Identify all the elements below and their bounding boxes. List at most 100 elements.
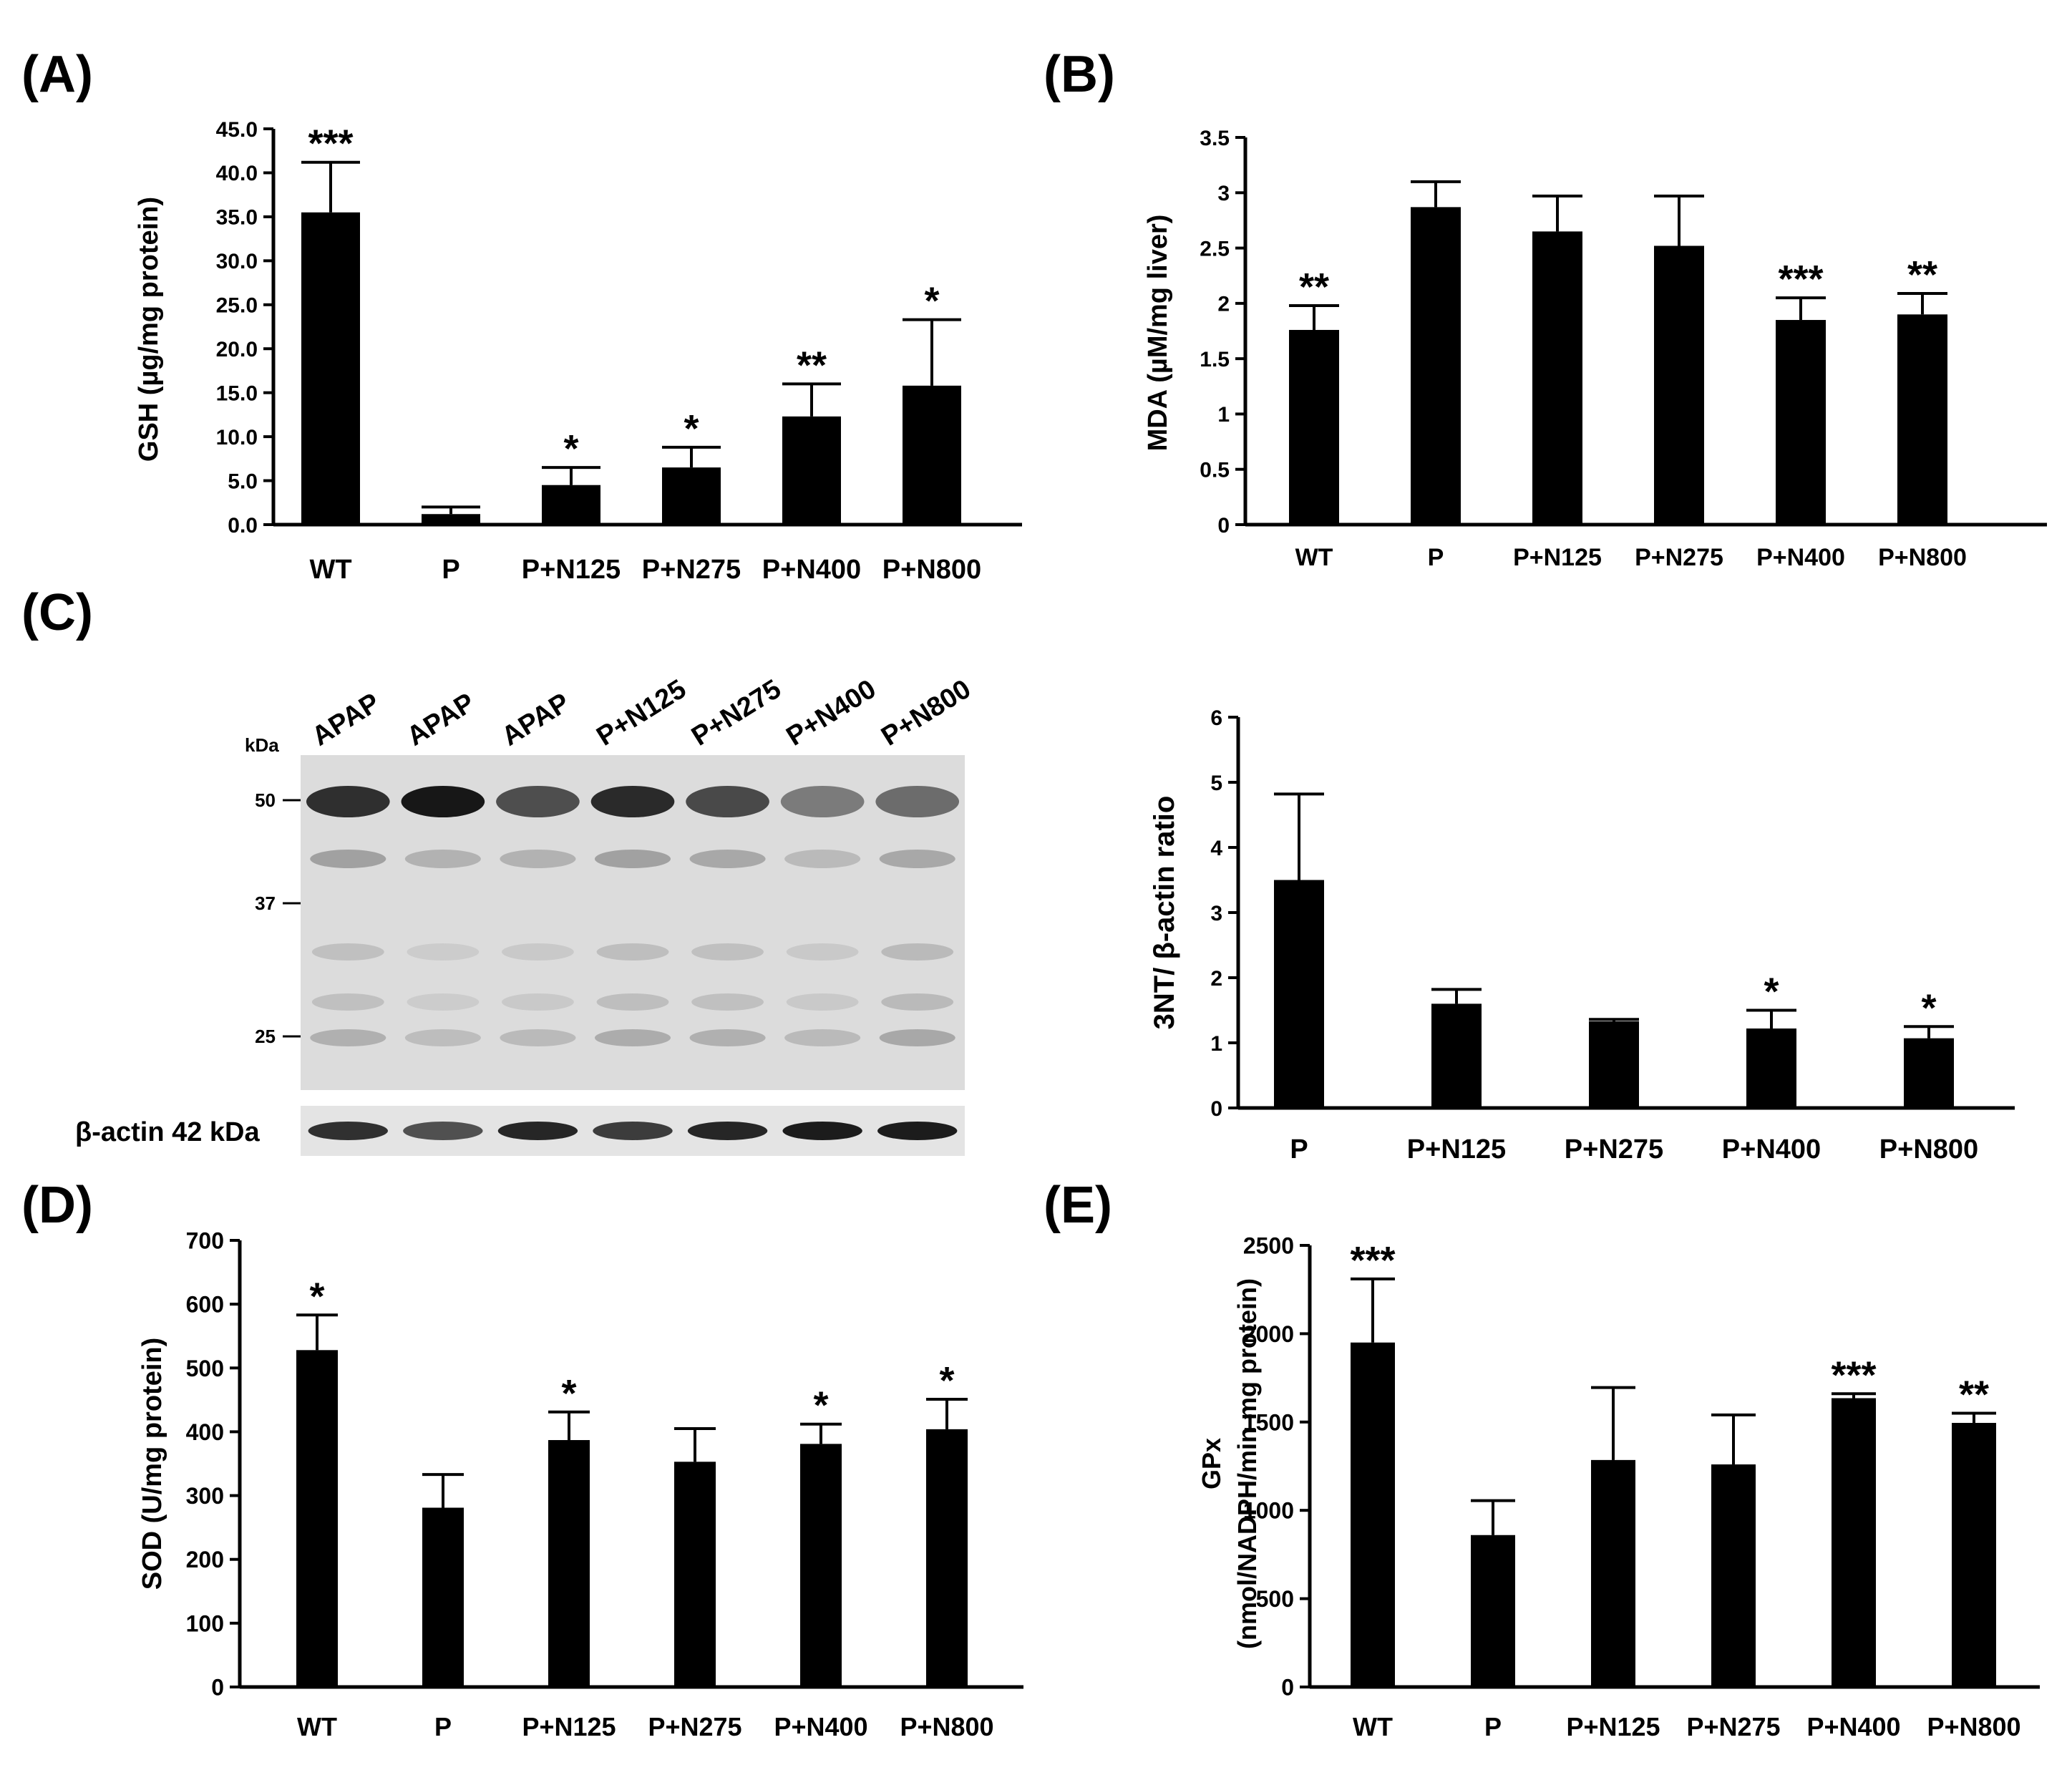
marker-label: 25 — [255, 1026, 276, 1047]
blot-lane-label: P+N800 — [876, 674, 976, 752]
y-tick-label: 0 — [1210, 1097, 1222, 1121]
x-tick-label: P — [442, 555, 459, 585]
actin-band — [308, 1122, 388, 1140]
x-tick-label: P — [1290, 1134, 1308, 1164]
y-axis-label: GSH (µg/mg protein) — [134, 197, 164, 462]
bar — [1351, 1342, 1395, 1687]
x-tick-label: P+N800 — [1878, 544, 1967, 571]
y-tick-label: 10.0 — [216, 426, 258, 449]
blot-band — [875, 786, 960, 817]
blot-band — [502, 943, 574, 961]
panel-b-chart: (B) 0 0.5 1 1.5 2 2.5 3 3.5 MDA (µM/mg liver) ** W… — [1044, 46, 2047, 571]
x-tick-label: WT — [309, 555, 351, 585]
bar — [1832, 1398, 1876, 1687]
x-tick-label: P+N800 — [1879, 1134, 1978, 1164]
blot-band — [786, 993, 859, 1011]
significance-marker: * — [563, 427, 578, 470]
panel-c-chart: 0 1 2 3 4 5 6 3NT/ β-actin ratio P P+N125 P+N275 * P… — [1149, 706, 2015, 1164]
bar — [542, 485, 600, 525]
x-tick-label: P+N275 — [648, 1712, 741, 1741]
y-tick-label: 0.0 — [228, 514, 258, 538]
bar — [296, 1350, 338, 1687]
blot-band — [689, 850, 766, 868]
significance-marker: *** — [1350, 1239, 1395, 1282]
y-tick-label: 3 — [1217, 182, 1230, 205]
significance-marker: * — [1921, 986, 1936, 1029]
y-tick-label: 15.0 — [216, 381, 258, 405]
x-tick-label: WT — [297, 1712, 337, 1741]
significance-marker: *** — [1778, 258, 1823, 301]
bar — [301, 212, 360, 525]
y-axis-label: GPx — [1197, 1438, 1226, 1489]
significance-marker: ** — [797, 344, 827, 386]
bar — [1289, 329, 1339, 525]
y-tick-label: 6 — [1210, 706, 1222, 730]
x-tick-label: P+N400 — [1756, 544, 1845, 571]
x-tick-label: P+N125 — [1513, 544, 1602, 571]
bar — [1904, 1038, 1954, 1108]
significance-marker: * — [939, 1359, 954, 1402]
x-tick-label: P+N400 — [762, 555, 861, 585]
y-tick-label: 2 — [1217, 293, 1230, 316]
blot-band — [311, 993, 384, 1011]
bar — [1591, 1459, 1635, 1687]
blot-band — [784, 1029, 861, 1046]
y-axis-label: 3NT/ β-actin ratio — [1149, 796, 1180, 1030]
panel-d-chart: (D) 0 100 200 300 400 500 600 700 SOD (U/mg prot… — [21, 1177, 1023, 1741]
blot-lane-label: P+N275 — [686, 674, 787, 752]
significance-marker: *** — [1831, 1353, 1876, 1396]
bar — [674, 1462, 716, 1687]
blot-band — [407, 943, 480, 961]
y-tick-label: 3 — [1210, 902, 1222, 925]
y-tick-label: 0 — [211, 1675, 224, 1701]
x-tick-label: P — [1428, 544, 1444, 571]
blot-band — [590, 786, 675, 817]
y-tick-label: 4 — [1210, 837, 1222, 860]
panel-e-label: (E) — [1044, 1177, 1112, 1234]
x-tick-label: WT — [1353, 1712, 1393, 1741]
blot-band — [786, 943, 859, 961]
significance-marker: * — [561, 1372, 576, 1415]
blot-band — [691, 993, 764, 1011]
blot-band — [686, 786, 769, 817]
actin-band — [782, 1122, 862, 1140]
y-tick-label: 2500 — [1243, 1233, 1294, 1259]
blot-band — [500, 850, 576, 868]
blot-lane-label: P+N400 — [782, 674, 882, 752]
blot-band — [404, 850, 481, 868]
significance-marker: * — [924, 280, 939, 323]
panel-e-chart: (E) 0 500 1000 1500 2000 2500 GPx (nmol/NADPH/m… — [1044, 1177, 2040, 1741]
y-tick-label: 700 — [186, 1228, 224, 1254]
marker-label: 37 — [255, 893, 276, 914]
blot-band — [881, 993, 954, 1011]
bar — [1532, 231, 1582, 525]
blot-band — [310, 850, 386, 868]
y-tick-label: 600 — [186, 1292, 224, 1318]
actin-band — [877, 1122, 958, 1140]
blot-lane-label: APAP — [402, 688, 480, 752]
y-tick-label: 5.0 — [228, 470, 258, 493]
blot-band — [306, 786, 390, 817]
y-tick-label: 0.5 — [1200, 459, 1230, 482]
blot-band — [879, 850, 955, 868]
x-tick-label: P+N800 — [1927, 1712, 2020, 1741]
blot-band — [596, 993, 669, 1011]
blot-band — [594, 1029, 671, 1046]
blot-band — [500, 1029, 576, 1046]
y-tick-label: 30.0 — [216, 250, 258, 273]
y-tick-label: 5 — [1210, 772, 1222, 795]
significance-marker: ** — [1907, 253, 1937, 296]
y-tick-label: 500 — [186, 1356, 224, 1381]
y-tick-label: 0 — [1281, 1675, 1294, 1701]
x-tick-label: P+N125 — [1566, 1712, 1660, 1741]
significance-marker: * — [1764, 971, 1779, 1013]
y-tick-label: 300 — [186, 1483, 224, 1509]
y-tick-label: 400 — [186, 1419, 224, 1445]
bar — [926, 1429, 968, 1687]
x-tick-label: P+N275 — [1565, 1134, 1663, 1164]
x-tick-label: P — [1484, 1712, 1502, 1741]
x-tick-label: P+N125 — [522, 1712, 616, 1741]
y-tick-label: 500 — [1256, 1586, 1294, 1612]
y-tick-label: 40.0 — [216, 162, 258, 185]
